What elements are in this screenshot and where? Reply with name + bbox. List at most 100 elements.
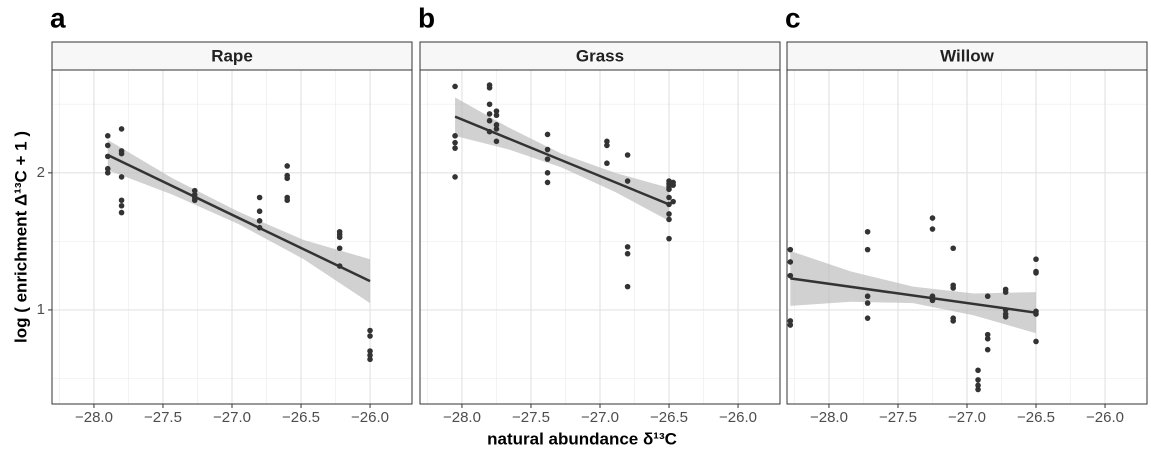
data-point bbox=[666, 194, 672, 201]
data-point bbox=[486, 111, 493, 117]
data-point bbox=[493, 108, 500, 114]
strip bbox=[786, 41, 1148, 71]
data-point bbox=[493, 122, 500, 128]
y-axis-label: log ( enrichment Δ¹³C + 1 ) bbox=[11, 131, 30, 343]
data-point bbox=[118, 202, 125, 209]
data-point bbox=[256, 208, 263, 215]
data-point bbox=[984, 335, 991, 342]
data-point bbox=[104, 133, 111, 139]
data-point bbox=[666, 216, 672, 223]
data-point bbox=[452, 145, 458, 151]
x-tick-label: −27.0 bbox=[948, 409, 986, 426]
panel-letter: b bbox=[418, 2, 435, 33]
data-point bbox=[864, 315, 871, 321]
data-point bbox=[544, 179, 551, 186]
data-point bbox=[493, 138, 500, 145]
data-point bbox=[864, 300, 871, 306]
data-point bbox=[367, 327, 373, 334]
data-point bbox=[118, 126, 125, 132]
confidence-band bbox=[455, 97, 670, 221]
data-point bbox=[284, 197, 291, 204]
x-tick-label: −26.5 bbox=[650, 409, 688, 426]
data-point bbox=[975, 386, 981, 393]
data-point bbox=[486, 85, 493, 91]
y-tick-label: 1 bbox=[37, 301, 45, 318]
data-point bbox=[1002, 313, 1009, 320]
data-point bbox=[787, 246, 794, 253]
data-point bbox=[452, 174, 458, 180]
data-point bbox=[864, 228, 871, 235]
data-point bbox=[452, 133, 458, 139]
x-tick-label: −27.0 bbox=[581, 409, 619, 426]
data-point bbox=[975, 382, 981, 389]
strip-title: Grass bbox=[576, 46, 624, 65]
data-point bbox=[452, 83, 458, 90]
data-point bbox=[256, 218, 263, 224]
data-point bbox=[284, 175, 291, 182]
data-point bbox=[787, 272, 794, 279]
x-tick-label: −27.5 bbox=[879, 409, 917, 426]
data-point bbox=[486, 117, 493, 124]
x-tick-label: −26.0 bbox=[351, 409, 389, 426]
data-point bbox=[367, 333, 373, 339]
x-tick-label: −26.5 bbox=[282, 409, 320, 426]
fit-line bbox=[790, 277, 1037, 314]
data-point bbox=[864, 246, 871, 253]
data-point bbox=[118, 174, 125, 180]
data-point bbox=[1033, 270, 1039, 276]
x-tick-label: −26.0 bbox=[719, 409, 757, 426]
strip-title: Willow bbox=[940, 46, 994, 65]
data-point bbox=[336, 245, 343, 252]
data-point bbox=[929, 215, 936, 221]
data-point bbox=[284, 163, 291, 169]
x-tick-label: −28.0 bbox=[75, 409, 113, 426]
data-point bbox=[984, 293, 991, 300]
strip-title: Rape bbox=[211, 46, 253, 65]
confidence-band bbox=[107, 139, 371, 304]
data-point bbox=[544, 131, 551, 138]
data-point bbox=[950, 245, 956, 252]
x-tick-label: −27.5 bbox=[144, 409, 182, 426]
data-point bbox=[452, 139, 458, 146]
data-point bbox=[929, 226, 936, 232]
data-point bbox=[104, 142, 111, 149]
data-point bbox=[666, 235, 672, 242]
fit-line bbox=[454, 115, 670, 206]
data-point bbox=[984, 346, 991, 353]
data-point bbox=[336, 234, 343, 241]
data-point bbox=[118, 150, 125, 157]
data-point bbox=[544, 156, 551, 162]
data-point bbox=[486, 101, 493, 108]
data-point bbox=[118, 209, 125, 216]
data-point bbox=[950, 285, 956, 291]
data-point bbox=[864, 293, 871, 300]
data-point bbox=[1033, 338, 1039, 345]
x-axis-label: natural abundance δ¹³C bbox=[487, 429, 677, 448]
data-point bbox=[975, 377, 981, 383]
x-tick-label: −26.0 bbox=[1086, 409, 1124, 426]
data-point bbox=[984, 331, 991, 338]
data-point bbox=[544, 170, 551, 176]
x-tick-label: −27.0 bbox=[213, 409, 251, 426]
data-point bbox=[493, 112, 500, 119]
data-point bbox=[191, 187, 198, 194]
data-point bbox=[367, 356, 373, 363]
data-point bbox=[104, 165, 111, 172]
data-point bbox=[975, 367, 981, 374]
x-tick-label: −27.5 bbox=[512, 409, 550, 426]
data-point bbox=[624, 244, 631, 250]
data-point bbox=[604, 142, 610, 149]
data-point bbox=[670, 198, 676, 205]
data-point bbox=[118, 197, 125, 204]
data-point bbox=[604, 138, 610, 145]
x-tick-label: −28.0 bbox=[810, 409, 848, 426]
data-point bbox=[670, 182, 676, 188]
data-point bbox=[104, 170, 111, 176]
data-point bbox=[787, 318, 794, 324]
data-point bbox=[256, 194, 263, 201]
data-point bbox=[624, 283, 631, 290]
strip bbox=[51, 41, 413, 71]
data-point bbox=[367, 348, 373, 354]
data-point bbox=[624, 152, 631, 158]
